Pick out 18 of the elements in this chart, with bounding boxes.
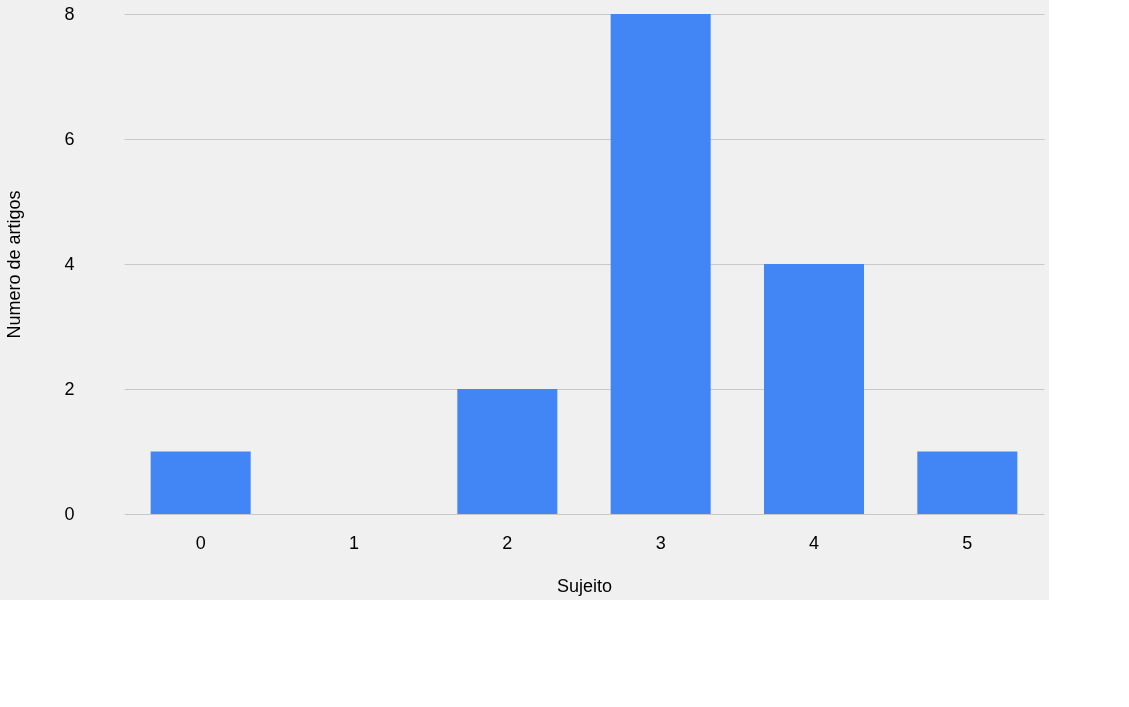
y-tick-label: 2 [64, 378, 75, 399]
x-tick-label: 1 [348, 532, 360, 553]
x-tick-label: 3 [655, 532, 666, 553]
bar [764, 264, 864, 514]
y-tick-label: 6 [64, 128, 75, 149]
bar [150, 451, 251, 514]
x-tick-label: 2 [502, 532, 513, 553]
y-axis-title: Numero de artigos [4, 190, 25, 339]
y-tick-label: 8 [64, 3, 75, 24]
bar [610, 14, 711, 514]
y-tick-label: 4 [64, 253, 75, 274]
bar [457, 389, 558, 514]
bar [917, 451, 1018, 514]
x-tick-label: 0 [195, 532, 206, 553]
x-tick-label: 5 [962, 532, 973, 553]
x-tick-label: 4 [808, 532, 820, 553]
x-axis-title: Sujeito [556, 575, 613, 596]
y-tick-label: 0 [64, 503, 75, 524]
